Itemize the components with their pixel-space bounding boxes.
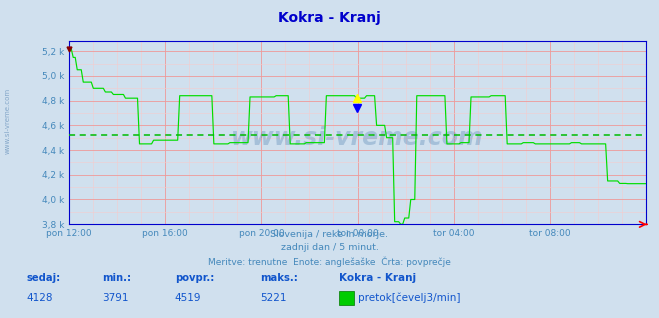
Text: 5221: 5221 [260, 293, 287, 302]
Text: Kokra - Kranj: Kokra - Kranj [278, 11, 381, 25]
Text: sedaj:: sedaj: [26, 273, 61, 283]
Text: 3791: 3791 [102, 293, 129, 302]
Text: 4128: 4128 [26, 293, 53, 302]
Text: 4519: 4519 [175, 293, 201, 302]
Text: Kokra - Kranj: Kokra - Kranj [339, 273, 416, 283]
Text: povpr.:: povpr.: [175, 273, 214, 283]
Text: Meritve: trenutne  Enote: anglešaške  Črta: povprečje: Meritve: trenutne Enote: anglešaške Črta… [208, 257, 451, 267]
Text: zadnji dan / 5 minut.: zadnji dan / 5 minut. [281, 243, 378, 252]
Text: www.si-vreme.com: www.si-vreme.com [231, 126, 484, 150]
Text: www.si-vreme.com: www.si-vreme.com [5, 88, 11, 154]
Text: min.:: min.: [102, 273, 131, 283]
Text: pretok[čevelj3/min]: pretok[čevelj3/min] [358, 292, 461, 302]
Text: maks.:: maks.: [260, 273, 298, 283]
Text: Slovenija / reke in morje.: Slovenija / reke in morje. [270, 230, 389, 238]
